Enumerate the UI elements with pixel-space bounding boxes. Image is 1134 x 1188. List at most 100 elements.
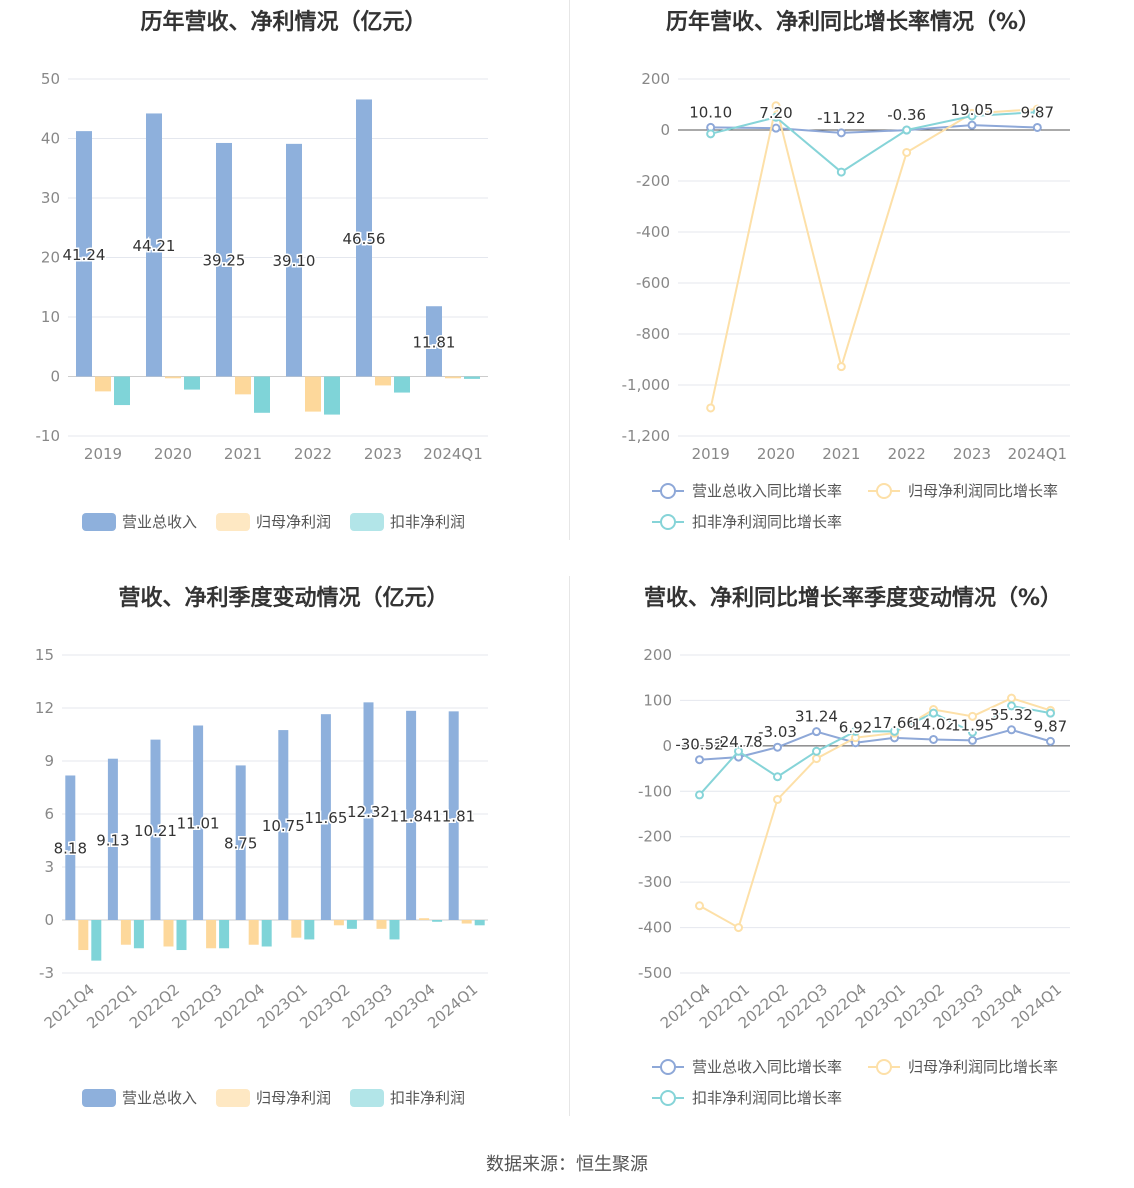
y-tick-label: 15 [35, 646, 54, 664]
legend-item: 扣非净利润同比增长率 [652, 513, 842, 531]
bar-revenue [448, 711, 459, 920]
series-line [699, 697, 1051, 930]
y-tick-label: 20 [41, 249, 60, 267]
series-line [699, 728, 1051, 761]
data-label: -0.36 [887, 106, 926, 124]
bar-deducted-net-profit [464, 376, 480, 379]
bar-revenue [150, 739, 161, 920]
y-tick-label: 200 [643, 646, 672, 664]
y-tick-label: 0 [44, 911, 54, 929]
data-point [1032, 122, 1042, 132]
x-tick-label: 2019 [84, 445, 122, 463]
x-tick-label: 2021 [224, 445, 262, 463]
legend-swatch [216, 513, 250, 531]
legend-item: 扣非净利润 [350, 513, 465, 531]
y-tick-label: 100 [643, 691, 672, 709]
data-label: 14.02 [912, 715, 955, 733]
y-tick-label: -800 [636, 325, 670, 343]
data-label: 9.87 [1034, 717, 1067, 735]
x-tick-label: 2020 [154, 445, 192, 463]
data-label: 19.05 [951, 101, 994, 119]
data-point [1032, 107, 1042, 117]
legend-label: 归母净利润同比增长率 [908, 1058, 1058, 1076]
bar-net-profit [206, 920, 217, 949]
bar-deducted-net-profit [324, 376, 340, 415]
bar-revenue [76, 131, 92, 377]
legend-swatch-marker [660, 1090, 676, 1106]
bar-revenue [146, 113, 162, 377]
series-line [710, 124, 1038, 134]
bar-net-profit [95, 376, 111, 392]
bar-deducted-net-profit [133, 920, 144, 949]
bar-revenue [278, 730, 289, 920]
legend-item: 归母净利润同比增长率 [868, 1058, 1058, 1076]
data-point [695, 901, 704, 911]
legend-swatch-marker [660, 1059, 676, 1075]
data-point [929, 708, 938, 718]
data-point [968, 711, 977, 721]
data-label: 11.81 [413, 333, 456, 351]
data-label: 9.13 [96, 831, 129, 849]
data-label: 46.56 [343, 230, 386, 248]
annual-growth-rate-panel: 历年营收、净利同比增长率情况（%） -1,200 -1,000 -800 -600 -4… [572, 0, 1134, 560]
y-tick-label: 9 [44, 752, 54, 770]
legend-item: 营业总收入同比增长率 [652, 482, 842, 500]
legend-item: 归母净利润 [216, 513, 331, 531]
data-label: 9.87 [1021, 103, 1054, 121]
bar-net-profit [461, 920, 472, 924]
data-point [773, 772, 782, 782]
data-label: 17.66 [873, 714, 916, 732]
data-point [1007, 725, 1016, 735]
bar-deducted-net-profit [346, 920, 357, 929]
y-tick-label: -400 [636, 223, 670, 241]
data-label: 11.81 [432, 808, 475, 826]
legend-label: 归母净利润 [256, 513, 331, 531]
data-label: 10.75 [262, 817, 305, 835]
y-tick-label: -1,000 [622, 376, 670, 394]
data-point [836, 128, 846, 138]
bar-deducted-net-profit [91, 920, 102, 961]
bar-net-profit [305, 376, 321, 412]
data-label: -3.03 [758, 723, 797, 741]
legend-item: 营业总收入同比增长率 [652, 1058, 842, 1076]
legend-item: 扣非净利润同比增长率 [652, 1089, 842, 1107]
data-point [967, 120, 977, 130]
data-point [967, 111, 977, 121]
data-point [929, 734, 938, 744]
data-label: 44.21 [133, 237, 176, 255]
data-label: 11.65 [304, 809, 347, 827]
x-tick-label: 2023 [364, 445, 402, 463]
bar-deducted-net-profit [304, 920, 315, 940]
x-tick-label: 2024Q1 [1008, 445, 1068, 463]
series-line [709, 105, 1038, 409]
annual-growth-rate-chart: -1,200 -1,000 -800 -600 -400 -200 0 200 2019 2020… [622, 70, 1070, 531]
data-point [890, 726, 899, 736]
x-tick-label: 2022 [294, 445, 332, 463]
data-label: 41.24 [63, 246, 106, 264]
divider [569, 576, 570, 1116]
legend-swatch [216, 1089, 250, 1107]
data-label: 10.21 [134, 822, 177, 840]
y-tick-label: -1,200 [622, 427, 670, 445]
quarterly-revenue-profit-panel: 营收、净利季度变动情况（亿元） -3 0 3 6 9 12 15 2021Q4 2022Q1 20… [0, 576, 567, 1136]
y-tick-label: -400 [638, 919, 672, 937]
legend-item: 扣非净利润 [350, 1089, 465, 1107]
quarterly-revenue-profit-chart: -3036912152021Q42022Q12022Q22022Q32022Q4… [35, 646, 488, 1107]
data-point [734, 746, 743, 756]
bar-net-profit [163, 920, 174, 947]
data-point [773, 742, 782, 752]
y-tick-label: 10 [41, 308, 60, 326]
y-tick-label: 200 [641, 70, 670, 88]
bar-revenue [363, 702, 374, 920]
data-label: 10.10 [689, 103, 732, 121]
data-label: 12.32 [347, 803, 390, 821]
data-point [902, 125, 912, 135]
y-tick-label: 0 [50, 368, 60, 386]
series-line [710, 111, 1038, 174]
x-tick-label: 2024Q1 [423, 445, 483, 463]
data-point [812, 754, 821, 764]
data-point [1007, 701, 1016, 711]
data-label: -11.22 [817, 109, 865, 127]
y-tick-label: 30 [41, 189, 60, 207]
data-label: 39.10 [273, 252, 316, 270]
